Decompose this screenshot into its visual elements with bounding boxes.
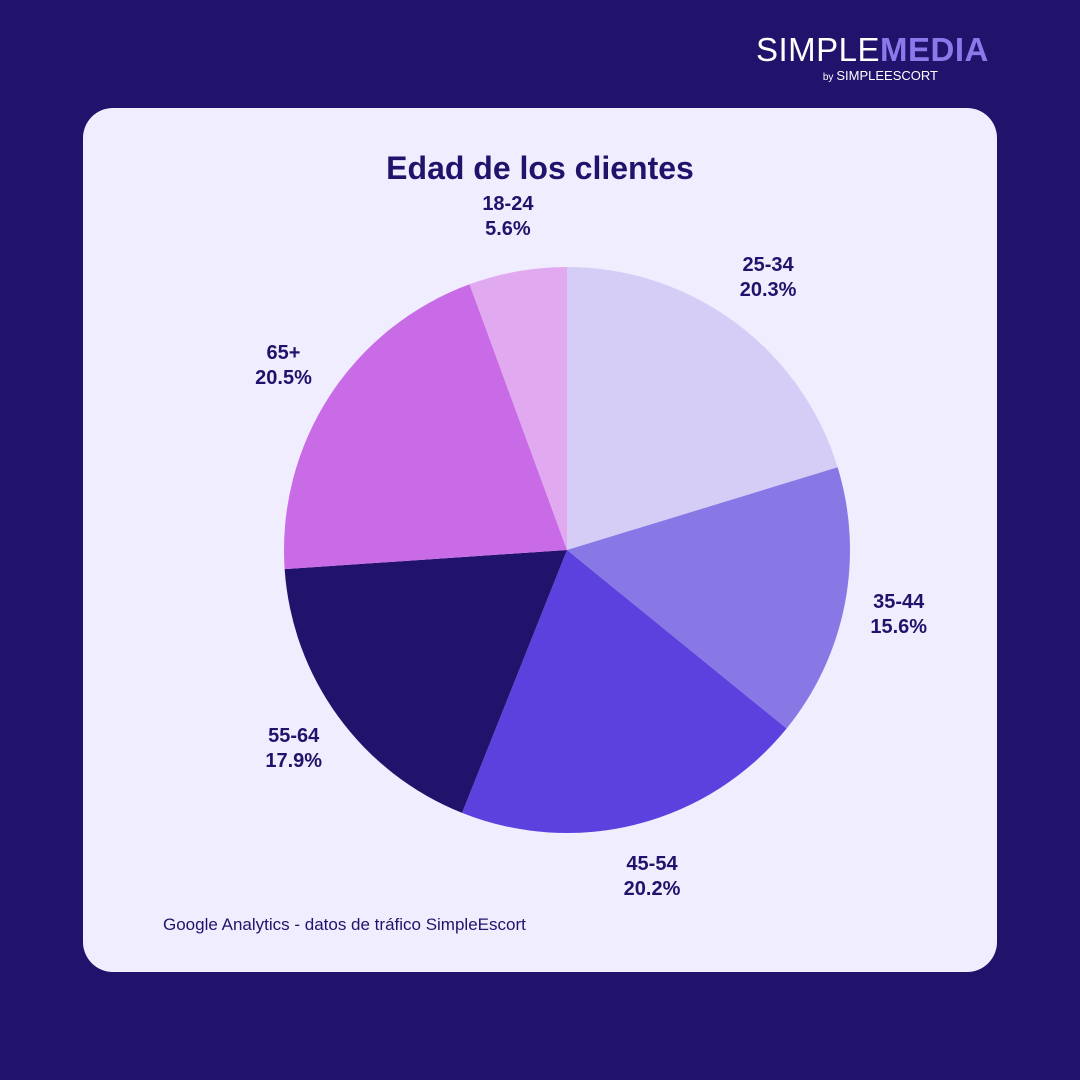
pie-slice-55-64 bbox=[284, 550, 567, 813]
slice-label-18-24: 18-24 5.6% bbox=[482, 192, 533, 242]
brand-name: SIMPLEMEDIA bbox=[756, 30, 989, 70]
chart-card: Edad de los clientes 25-34 20.3% 35-44 15.6… bbox=[83, 108, 997, 972]
slice-label-35-44: 35-44 15.6% bbox=[870, 590, 927, 640]
brand-name-media: MEDIA bbox=[880, 31, 989, 68]
brand-sub: SIMPLEESCORT bbox=[836, 68, 938, 83]
slice-category: 25-34 bbox=[742, 254, 794, 277]
slice-label-55-64: 55-64 17.9% bbox=[265, 724, 322, 774]
slice-category: 18-24 bbox=[482, 193, 534, 216]
slice-value: 17.9% bbox=[265, 749, 323, 772]
pie-slice-25-34 bbox=[567, 267, 838, 550]
brand-logo: SIMPLEMEDIA by SIMPLEESCORT bbox=[756, 30, 996, 90]
brand-name-simple: SIMPLE bbox=[756, 31, 881, 68]
pie-chart bbox=[283, 267, 850, 834]
slice-label-45-54: 45-54 20.2% bbox=[624, 852, 681, 902]
pie-slice-18-24 bbox=[469, 267, 567, 550]
slice-label-65plus: 65+ 20.5% bbox=[255, 341, 312, 391]
slice-value: 5.6% bbox=[485, 218, 531, 241]
slice-category: 35-44 bbox=[873, 590, 925, 613]
slice-category: 65+ bbox=[266, 341, 301, 364]
slice-label-25-34: 25-34 20.3% bbox=[740, 253, 797, 303]
brand-tagline: by SIMPLEESCORT bbox=[823, 68, 938, 86]
slice-category: 55-64 bbox=[268, 724, 320, 747]
chart-title: Edad de los clientes bbox=[386, 150, 694, 186]
slice-value: 15.6% bbox=[870, 615, 928, 638]
pie-slice-45-54 bbox=[462, 550, 787, 834]
pie-slice-65plus bbox=[283, 284, 567, 570]
source-note: Google Analytics - datos de tráfico Simp… bbox=[163, 915, 526, 934]
slice-value: 20.3% bbox=[739, 279, 797, 302]
slice-value: 20.2% bbox=[623, 878, 681, 901]
brand-by: by bbox=[822, 72, 834, 83]
pie-slice-35-44 bbox=[567, 467, 850, 729]
slice-value: 20.5% bbox=[255, 366, 312, 389]
slice-category: 45-54 bbox=[626, 853, 678, 876]
